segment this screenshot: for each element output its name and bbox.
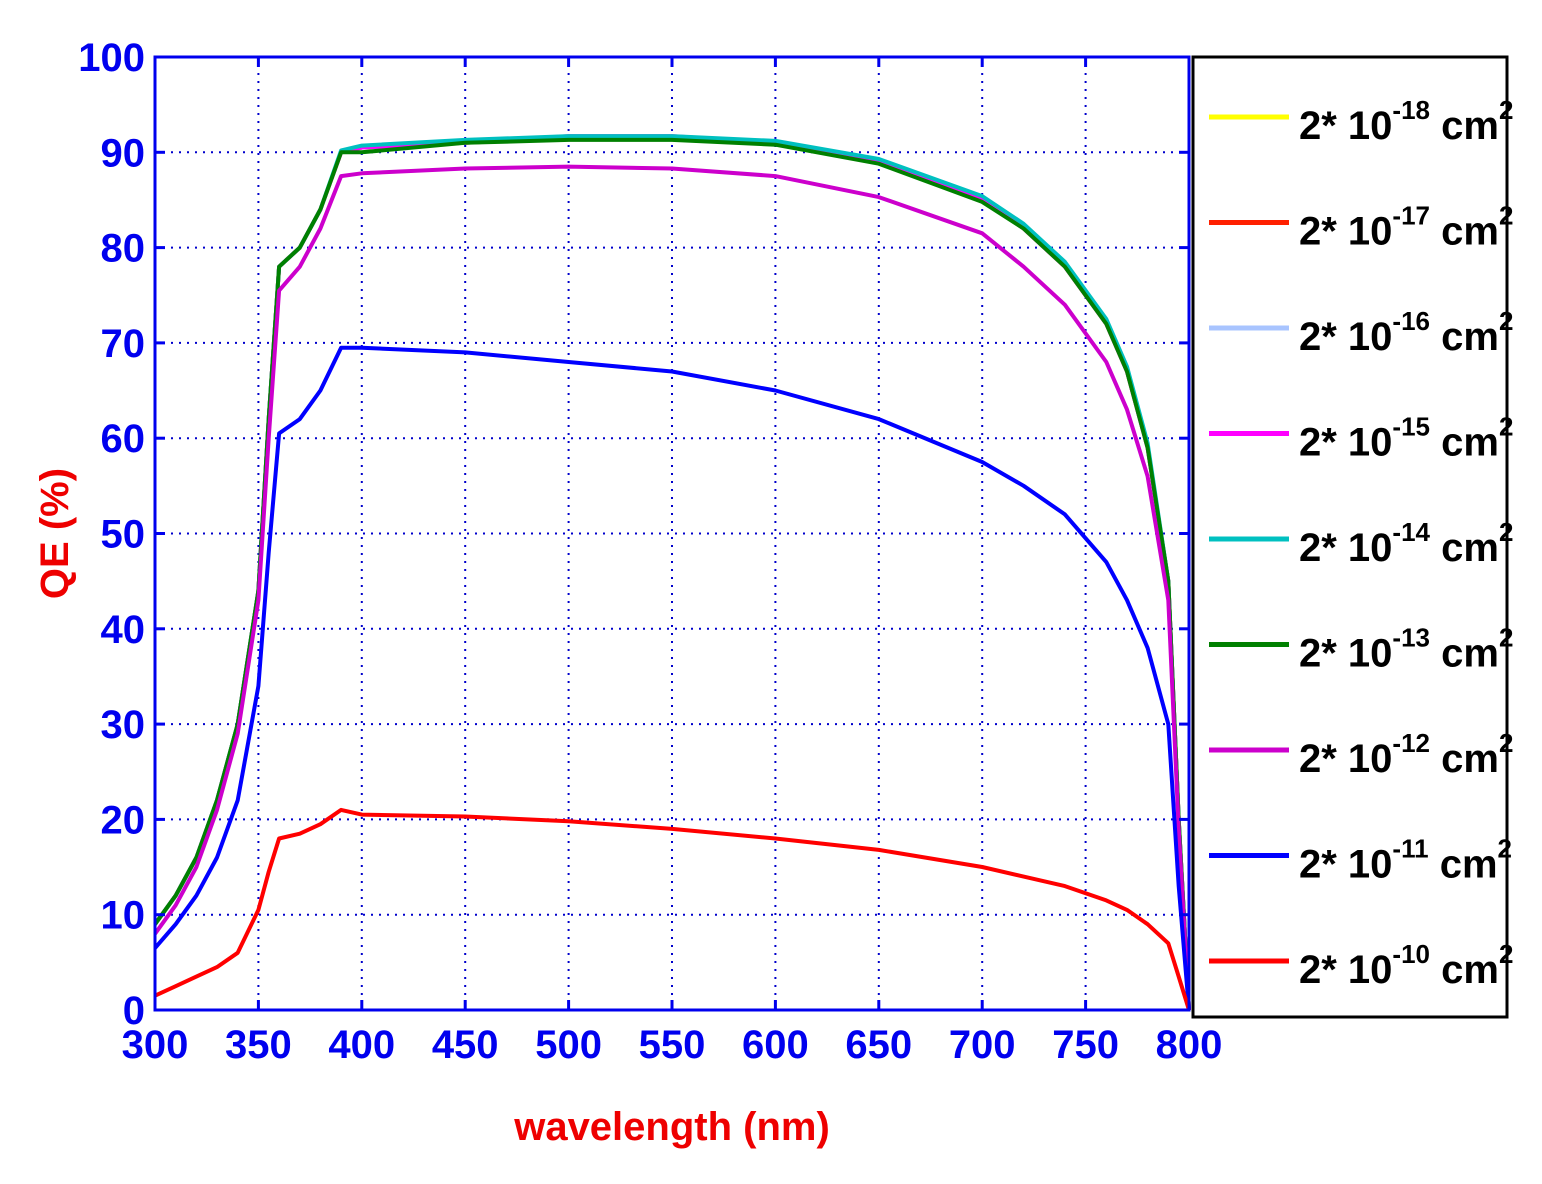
y-tick-label-10: 10 — [101, 894, 146, 938]
legend-label--18: 2* 10-18 cm2 — [1299, 95, 1513, 148]
y-tick-label-0: 0 — [123, 989, 145, 1033]
series-lines — [153, 134, 1191, 1011]
x-tick-label-350: 350 — [225, 1023, 292, 1067]
legend-label--16: 2* 10-16 cm2 — [1299, 306, 1513, 359]
axis-ticks: 300 350 400 450 500 550 600 650 700 750 800 0 10 20 30… — [78, 36, 1222, 1067]
x-tick-label-600: 600 — [742, 1023, 809, 1067]
y-tick-label-90: 90 — [101, 131, 146, 175]
legend-label--10: 2* 10-10 cm2 — [1299, 939, 1513, 992]
x-tick-label-450: 450 — [432, 1023, 499, 1067]
x-tick-label-550: 550 — [639, 1023, 706, 1067]
x-tick-label-400: 400 — [328, 1023, 395, 1067]
legend: 2* 10-18 cm2 2* 10-17 cm2 2* 10-16 cm2 2* 1… — [1191, 55, 1513, 1019]
x-axis-title: wavelength (nm) — [513, 1105, 830, 1149]
series-line--11 — [153, 345, 1191, 1011]
y-tick-label-100: 100 — [78, 36, 145, 80]
series-line--10 — [154, 807, 1191, 1011]
x-tick-label-500: 500 — [535, 1023, 602, 1067]
y-tick-label-70: 70 — [101, 322, 146, 366]
y-tick-label-40: 40 — [101, 608, 146, 652]
x-tick-label-650: 650 — [845, 1023, 912, 1067]
y-axis-title: QE (%) — [33, 468, 77, 599]
legend-label--11: 2* 10-11 cm2 — [1299, 834, 1512, 887]
legend-label--17: 2* 10-17 cm2 — [1299, 201, 1513, 254]
y-tick-label-60: 60 — [101, 417, 146, 461]
y-tick-label-80: 80 — [101, 227, 146, 271]
grid-lines — [155, 57, 1189, 1010]
y-tick-label-50: 50 — [101, 513, 146, 557]
x-tick-label-800: 800 — [1156, 1023, 1223, 1067]
x-tick-label-700: 700 — [949, 1023, 1016, 1067]
x-tick-label-750: 750 — [1052, 1023, 1119, 1067]
y-tick-label-20: 20 — [101, 798, 146, 842]
x-tick-label-300: 300 — [122, 1023, 189, 1067]
legend-label--13: 2* 10-13 cm2 — [1299, 623, 1513, 676]
y-tick-label-30: 30 — [101, 703, 146, 747]
legend-label--15: 2* 10-15 cm2 — [1299, 412, 1513, 465]
series-line--12 — [153, 164, 1191, 1011]
legend-label--14: 2* 10-14 cm2 — [1299, 517, 1513, 570]
legend-label--12: 2* 10-12 cm2 — [1299, 728, 1513, 781]
plot-area-frame — [153, 55, 1191, 1012]
